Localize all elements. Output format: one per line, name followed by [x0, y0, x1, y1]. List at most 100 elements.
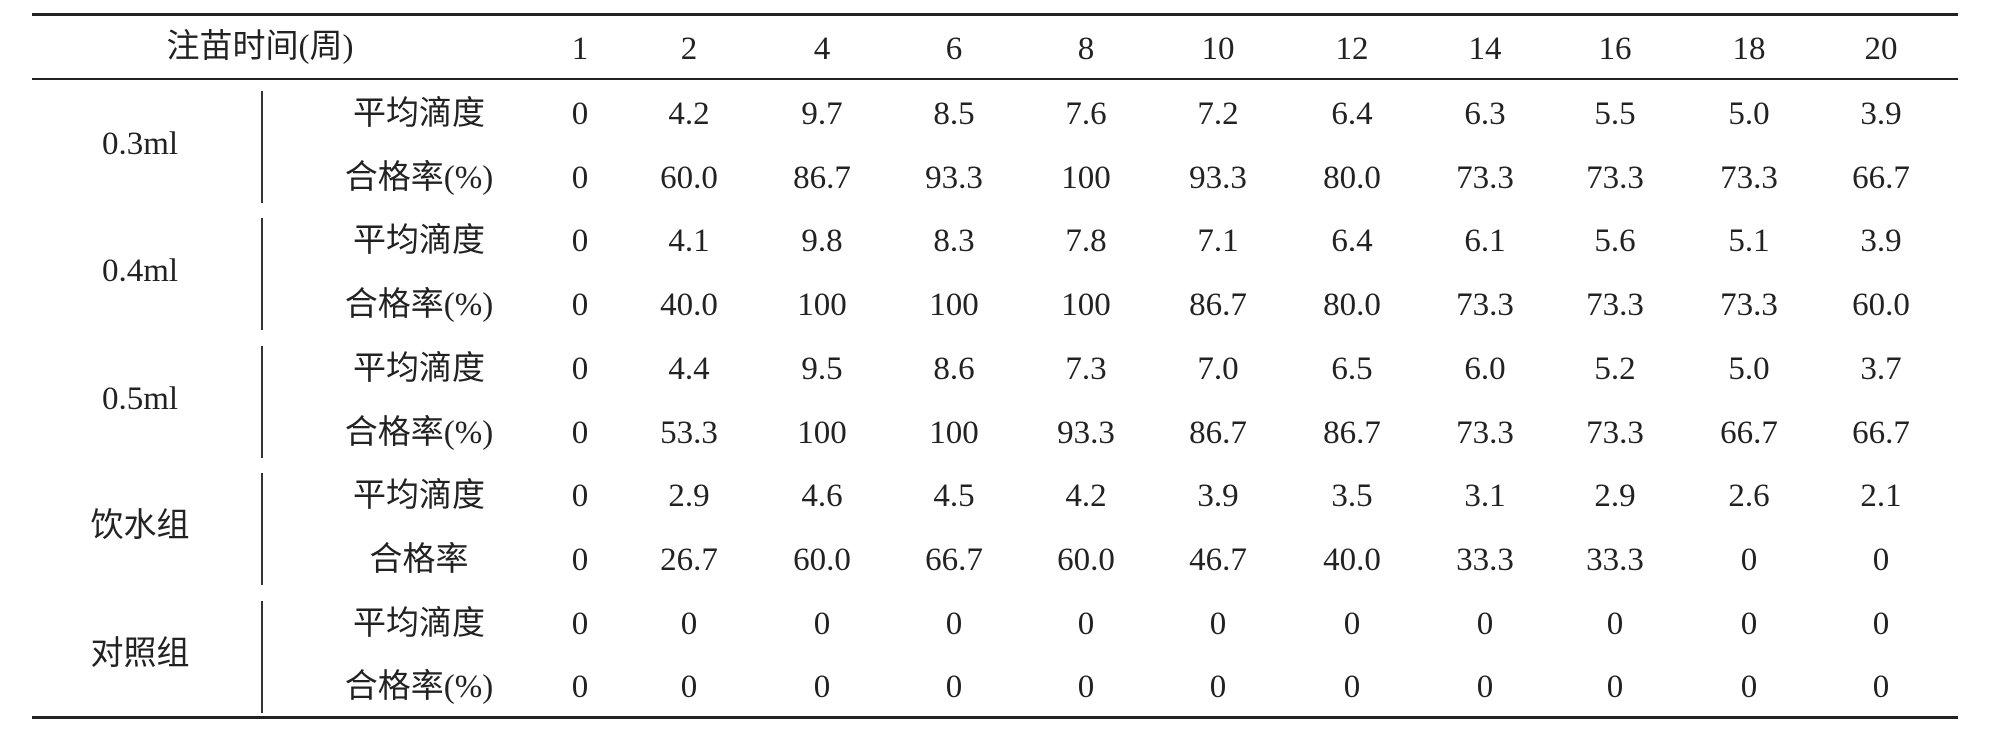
- cell-value: 0: [813, 669, 831, 706]
- cell-value: 0: [1343, 669, 1361, 706]
- cell-value: 7.2: [1197, 96, 1239, 132]
- cell-value: 66.7: [1720, 414, 1778, 451]
- cell-value: 33.3: [1456, 541, 1514, 578]
- cell-value: 0: [1476, 669, 1494, 706]
- cell-value: 86.7: [1189, 414, 1247, 451]
- column-header: 16: [1598, 31, 1632, 67]
- cell-value: 4.5: [933, 478, 975, 515]
- cell-value: 0: [1740, 605, 1758, 642]
- cell-value: 4.2: [1065, 478, 1107, 515]
- cell-value: 0: [1872, 669, 1890, 706]
- cell-value: 100: [797, 287, 847, 324]
- cell-value: 73.3: [1586, 414, 1644, 451]
- metric-label: 合格率(%): [344, 287, 494, 324]
- cell-value: 80.0: [1323, 159, 1381, 196]
- cell-value: 6.0: [1464, 350, 1506, 387]
- cell-value: 86.7: [1189, 287, 1247, 324]
- cell-value: 0: [571, 223, 589, 260]
- bottom-rule: [32, 716, 1958, 719]
- cell-value: 100: [929, 287, 979, 324]
- group-label: 对照组: [90, 635, 190, 672]
- cell-value: 0: [571, 414, 589, 451]
- cell-value: 73.3: [1586, 159, 1644, 196]
- metric-label: 平均滴度: [353, 605, 485, 642]
- cell-value: 3.7: [1860, 350, 1902, 387]
- column-header: 10: [1201, 31, 1235, 67]
- header-label: 注苗时间(周): [166, 29, 354, 65]
- cell-value: 6.1: [1464, 223, 1506, 260]
- cell-value: 4.6: [801, 478, 843, 515]
- cell-value: 0: [1606, 605, 1624, 642]
- metric-label: 平均滴度: [353, 478, 485, 515]
- cell-value: 0: [571, 287, 589, 324]
- cell-value: 86.7: [1323, 414, 1381, 451]
- cell-value: 7.3: [1065, 350, 1107, 387]
- cell-value: 5.5: [1594, 96, 1636, 132]
- cell-value: 2.1: [1860, 478, 1902, 515]
- cell-value: 5.1: [1728, 223, 1770, 260]
- cell-value: 33.3: [1586, 541, 1644, 578]
- metric-label: 平均滴度: [353, 223, 485, 260]
- cell-value: 6.5: [1331, 350, 1373, 387]
- cell-value: 0: [1606, 669, 1624, 706]
- cell-value: 66.7: [925, 541, 983, 578]
- cell-value: 3.9: [1860, 96, 1902, 132]
- cell-value: 5.6: [1594, 223, 1636, 260]
- cell-value: 100: [797, 414, 847, 451]
- cell-value: 0: [1872, 605, 1890, 642]
- cell-value: 7.0: [1197, 350, 1239, 387]
- column-header: 1: [571, 31, 589, 67]
- cell-value: 0: [571, 350, 589, 387]
- cell-value: 8.3: [933, 223, 975, 260]
- cell-value: 7.1: [1197, 223, 1239, 260]
- cell-value: 0: [1476, 605, 1494, 642]
- cell-value: 6.3: [1464, 96, 1506, 132]
- cell-value: 60.0: [1057, 541, 1115, 578]
- cell-value: 0: [571, 669, 589, 706]
- cell-value: 2.6: [1728, 478, 1770, 515]
- cell-value: 9.8: [801, 223, 843, 260]
- group-label: 0.5ml: [101, 380, 179, 417]
- cell-value: 93.3: [925, 159, 983, 196]
- group-separator: [261, 345, 263, 458]
- cell-value: 5.0: [1728, 350, 1770, 387]
- group-label: 0.3ml: [101, 126, 179, 162]
- cell-value: 93.3: [1189, 159, 1247, 196]
- cell-value: 0: [945, 669, 963, 706]
- header-rule: [32, 78, 1958, 80]
- cell-value: 100: [1061, 287, 1111, 324]
- cell-value: 66.7: [1852, 414, 1910, 451]
- cell-value: 2.9: [1594, 478, 1636, 515]
- column-header: 8: [1077, 31, 1095, 67]
- column-header: 4: [813, 31, 831, 67]
- group-label: 0.4ml: [101, 253, 179, 290]
- cell-value: 0: [680, 669, 698, 706]
- metric-label: 合格率(%): [344, 159, 494, 196]
- column-header: 20: [1864, 31, 1898, 67]
- cell-value: 73.3: [1456, 159, 1514, 196]
- cell-value: 73.3: [1456, 414, 1514, 451]
- cell-value: 0: [1209, 605, 1227, 642]
- group-separator: [261, 218, 263, 331]
- top-rule: [32, 13, 1958, 16]
- cell-value: 7.8: [1065, 223, 1107, 260]
- metric-label: 合格率: [369, 541, 469, 578]
- cell-value: 53.3: [660, 414, 718, 451]
- column-header: 18: [1732, 31, 1766, 67]
- cell-value: 3.1: [1464, 478, 1506, 515]
- cell-value: 0: [571, 541, 589, 578]
- cell-value: 26.7: [660, 541, 718, 578]
- cell-value: 0: [571, 159, 589, 196]
- cell-value: 40.0: [1323, 541, 1381, 578]
- cell-value: 5.2: [1594, 350, 1636, 387]
- cell-value: 0: [1077, 669, 1095, 706]
- cell-value: 73.3: [1456, 287, 1514, 324]
- group-separator: [261, 473, 263, 586]
- group-label: 饮水组: [90, 508, 190, 545]
- metric-label: 平均滴度: [353, 350, 485, 387]
- cell-value: 4.2: [668, 96, 710, 132]
- column-header: 6: [945, 31, 963, 67]
- cell-value: 0: [680, 605, 698, 642]
- cell-value: 46.7: [1189, 541, 1247, 578]
